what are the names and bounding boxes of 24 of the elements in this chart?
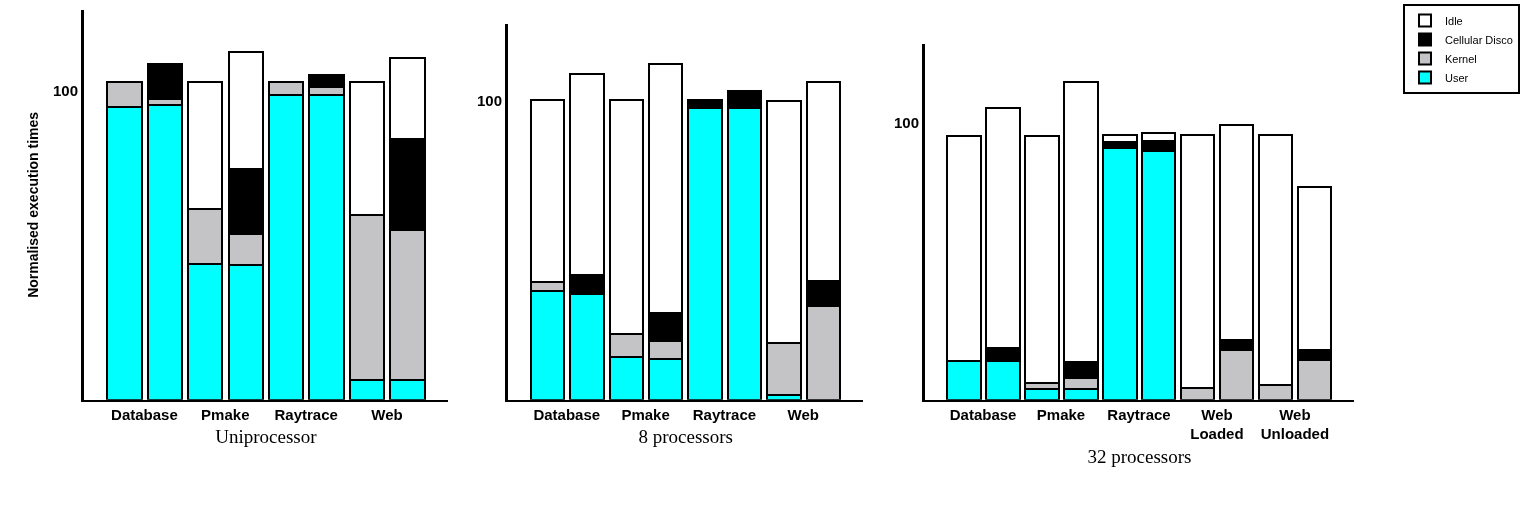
x-tick-label: Database (949, 405, 1017, 423)
y-axis-title: Normalised execution times (24, 111, 41, 298)
text: 100 (53, 82, 79, 99)
x-axis-title: 32 processors (1087, 445, 1192, 467)
x-tick-label: Database (111, 405, 178, 423)
x-axis-title: 8 processors (638, 426, 733, 448)
legend-label: Kernel (1445, 52, 1477, 65)
x-tick-label: Raytrace (692, 405, 757, 423)
x-tick-label: Raytrace (274, 405, 338, 423)
x-tick-label: Raytrace (1107, 405, 1171, 423)
text: 100 (477, 92, 503, 109)
x-tick-label: Web (787, 405, 819, 423)
x-tick-label: Pmake (621, 405, 670, 423)
text: 100 (894, 114, 920, 131)
legend-label: User (1445, 71, 1469, 84)
x-tick-label: Pmake (201, 405, 250, 423)
legend-label: Idle (1445, 14, 1463, 27)
x-tick-label: Web (371, 405, 403, 423)
x-tick-label: Pmake (1036, 405, 1086, 423)
x-tick-label: Web Unloaded (1260, 405, 1330, 443)
x-tick-label: Web Loaded (1190, 405, 1244, 443)
legend-label: Cellular Disco (1445, 33, 1513, 46)
x-axis-title: Uniprocessor (215, 426, 318, 448)
x-tick-label: Database (533, 405, 601, 423)
